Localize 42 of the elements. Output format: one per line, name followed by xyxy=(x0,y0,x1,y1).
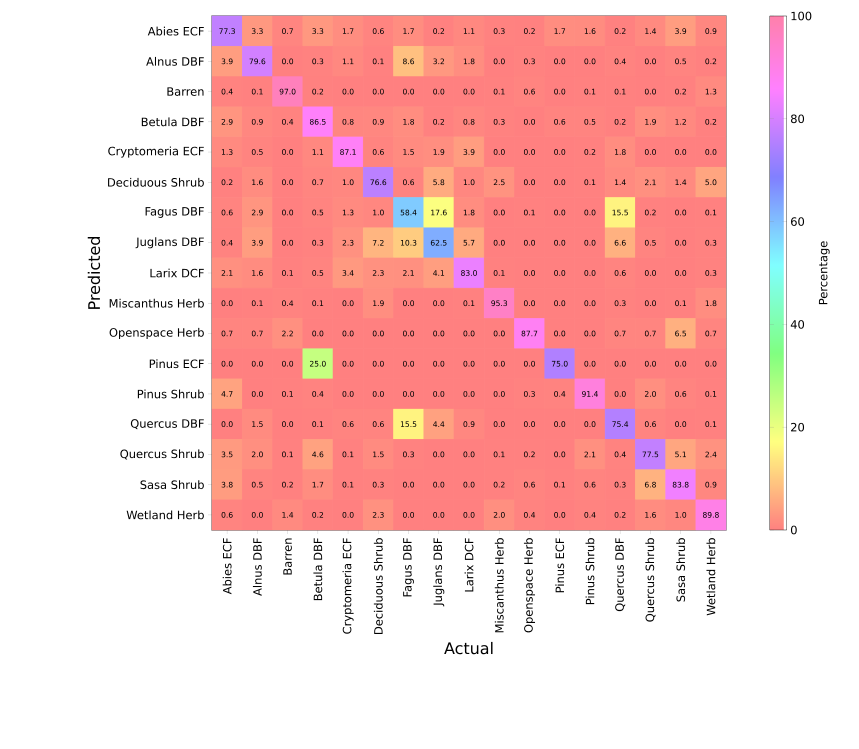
x-tick-label: Pinus ECF xyxy=(555,538,564,592)
y-tick-label: Quercus Shrub xyxy=(120,449,204,460)
y-tick-label: Miscanthus Herb xyxy=(110,298,204,308)
x-tick-label: Juglans DBF xyxy=(433,538,444,606)
x-tick-label: Pinus Shrub xyxy=(586,538,594,604)
x-tick-label: Openspace Herb xyxy=(524,538,536,632)
y-tick-label: Fagus DBF xyxy=(146,207,204,218)
x-tick-label: Larix DCF xyxy=(464,538,474,592)
y-tick-label: Cryptomeria ECF xyxy=(108,146,204,158)
x-tick-label: Wetland Herb xyxy=(706,538,716,616)
x-tick-label: Fagus DBF xyxy=(403,538,414,596)
color-bar-label: 20 xyxy=(791,422,804,432)
y-axis-title: Predicted xyxy=(88,237,100,309)
y-tick-label: Abies ECF xyxy=(148,26,204,36)
color-bar-title: Percentage xyxy=(818,241,830,304)
y-tick-label: Alnus DBF xyxy=(146,56,204,66)
x-tick-label: Sasa Shrub xyxy=(676,538,686,602)
x-tick-label: Miscanthus Herb xyxy=(494,538,504,632)
y-tick-label: Juglans DBF xyxy=(136,237,204,248)
x-tick-label: Cryptomeria ECF xyxy=(342,538,354,634)
color-bar-label: 100 xyxy=(791,12,812,20)
y-tick-label: Openspace Herb xyxy=(110,328,204,340)
y-tick-label: Betula DBF xyxy=(142,117,204,126)
y-tick-label: Larix DCF xyxy=(150,268,204,278)
color-bar-label: 40 xyxy=(790,320,804,329)
x-tick-label: Betula DBF xyxy=(313,538,322,600)
color-bar-label: 0 xyxy=(790,526,797,534)
x-axis-title: Actual xyxy=(444,642,492,654)
x-tick-label: Alnus DBF xyxy=(252,538,262,596)
y-tick-label: Sasa Shrub xyxy=(140,480,204,490)
x-tick-label: Quercus DBF xyxy=(615,538,626,612)
y-tick-label: Deciduous Shrub xyxy=(108,178,204,187)
x-tick-label: Barren xyxy=(283,538,292,575)
x-tick-label: Quercus Shrub xyxy=(645,538,656,622)
x-tick-label: Deciduous Shrub xyxy=(374,538,383,634)
color-bar-label: 60 xyxy=(791,217,804,226)
y-tick-label: Barren xyxy=(167,87,204,96)
y-tick-label: Pinus ECF xyxy=(150,359,204,368)
y-tick-label: Wetland Herb xyxy=(126,510,204,520)
color-bar-label: 80 xyxy=(791,114,804,124)
y-tick-label: Quercus DBF xyxy=(130,419,204,430)
y-tick-label: Pinus Shrub xyxy=(138,390,204,398)
